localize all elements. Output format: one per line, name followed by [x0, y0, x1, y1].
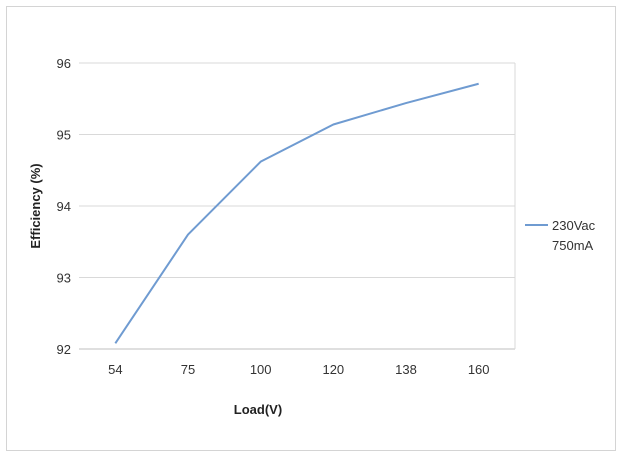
x-axis-title: Load(V) [234, 402, 282, 417]
y-tick-label: 93 [57, 271, 71, 286]
y-tick-label: 92 [57, 342, 71, 357]
x-tick-labels: 54 75 100 120 138 160 [108, 362, 489, 377]
x-tick-label: 54 [108, 362, 122, 377]
series-line [114, 82, 479, 344]
x-tick-label: 100 [250, 362, 272, 377]
x-tick-label: 160 [468, 362, 490, 377]
grid-lines [79, 62, 516, 350]
y-tick-label: 95 [57, 128, 71, 143]
x-tick-label: 138 [395, 362, 417, 377]
x-tick-label: 75 [181, 362, 195, 377]
legend: 230Vac 750mA [525, 218, 596, 253]
series-layer [114, 82, 479, 344]
x-tick-label: 120 [322, 362, 344, 377]
y-axis-title: Efficiency (%) [28, 163, 43, 248]
y-tick-labels: 92 93 94 95 96 [57, 56, 71, 357]
legend-label-line2: 750mA [552, 238, 594, 253]
legend-label-line1: 230Vac [552, 218, 596, 233]
chart-frame [6, 6, 616, 451]
y-tick-label: 96 [57, 56, 71, 71]
y-tick-label: 94 [57, 199, 71, 214]
